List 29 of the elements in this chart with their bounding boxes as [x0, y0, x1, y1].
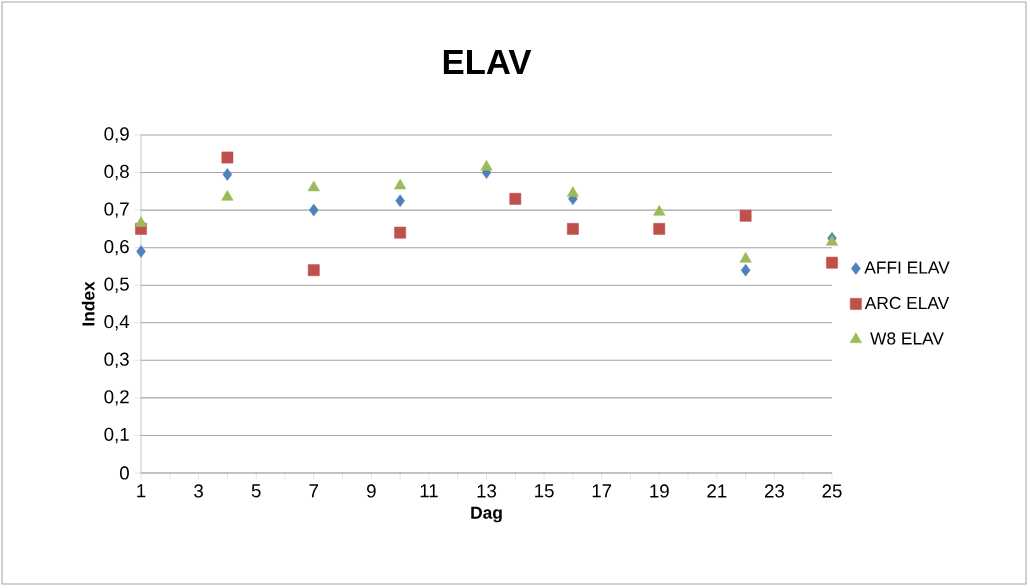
x-tick-label: 11 [420, 484, 438, 498]
x-axis-title: Dag [471, 506, 502, 523]
legend-label: W8 ELAV [870, 332, 944, 345]
x-tick-label: 25 [822, 484, 842, 498]
x-tick-label: 17 [592, 484, 612, 498]
x-tick-label: 15 [535, 484, 554, 498]
chart-title: ELAV [443, 50, 532, 74]
y-tick-label: 0,8 [104, 164, 129, 181]
y-axis-title: Index [81, 281, 95, 326]
x-tick-label: 13 [477, 484, 497, 498]
y-tick-label: 0,6 [104, 239, 129, 256]
x-tick-label: 1 [137, 484, 146, 498]
y-tick-label: 0,5 [104, 277, 129, 293]
y-tick-label: 0,7 [104, 202, 129, 218]
x-tick-label: 9 [367, 484, 376, 498]
x-tick-label: 5 [251, 484, 261, 498]
x-tick-label: 19 [650, 484, 669, 498]
y-tick-label: 0,3 [104, 352, 129, 369]
x-tick-label: 23 [764, 484, 784, 498]
y-tick-label: 0,4 [104, 315, 130, 331]
y-tick-label: 0,2 [104, 390, 129, 406]
x-tick-label: 3 [194, 484, 203, 498]
legend-label: AFFI ELAV [864, 261, 950, 274]
y-tick-label: 0 [119, 466, 129, 480]
y-tick-label: 0,9 [104, 127, 129, 143]
y-tick-label: 0,1 [104, 427, 129, 444]
legend-label: ARC ELAV [864, 296, 950, 310]
x-tick-label: 21 [707, 484, 727, 498]
x-tick-label: 7 [309, 484, 319, 498]
